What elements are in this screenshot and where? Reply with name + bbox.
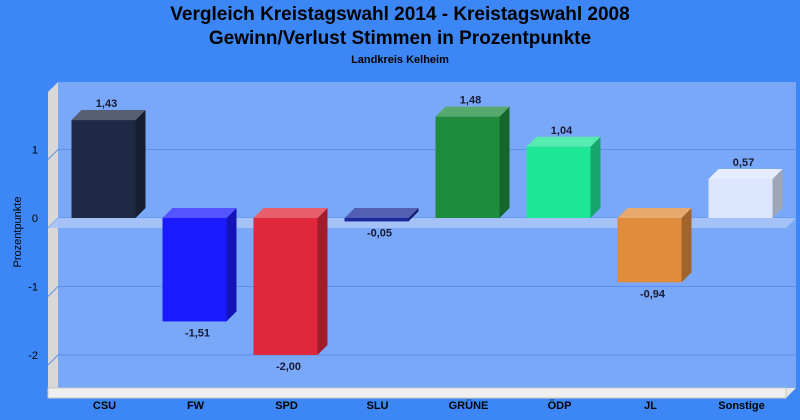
bar-top: [71, 110, 146, 121]
data-label: -2,00: [276, 361, 301, 373]
data-label: -1,51: [185, 327, 210, 339]
bar: [708, 178, 773, 218]
bar: [617, 218, 682, 283]
y-tick-label: -2: [28, 350, 38, 362]
bar-side: [772, 168, 783, 218]
bar-top: [253, 208, 328, 218]
data-label: -0,05: [367, 227, 392, 239]
y-tick-label: 1: [32, 145, 38, 157]
bar: [435, 116, 500, 218]
gridline-side: [47, 149, 59, 160]
plot-left-wall: [48, 82, 58, 398]
bar-top: [162, 208, 237, 218]
bar: [253, 218, 318, 355]
x-tick-label: CSU: [93, 400, 116, 412]
chart-subtitle: Gewinn/Verlust Stimmen in Prozentpunkte: [208, 28, 592, 49]
x-tick-label: ÖDP: [548, 399, 572, 412]
bar-top: [435, 106, 510, 117]
gridline-side: [47, 354, 59, 366]
data-label: -0,94: [640, 288, 666, 300]
bar: [71, 120, 136, 218]
x-tick-label: JL: [644, 400, 657, 412]
chart-title: Vergleich Kreistagswahl 2014 - Kreistags…: [170, 4, 630, 25]
y-tick-label: 0: [32, 213, 38, 225]
bar: [162, 218, 227, 322]
bar: [344, 218, 409, 222]
data-label: 1,04: [551, 125, 573, 137]
bar: [526, 146, 591, 218]
y-tick-label: -1: [28, 282, 38, 294]
bar-top: [617, 208, 692, 218]
bar-side: [408, 208, 419, 222]
bar-side: [499, 106, 510, 218]
plot-floor-front: [47, 387, 787, 399]
bar-side: [317, 208, 328, 355]
x-tick-label: FW: [187, 400, 205, 412]
bar-side: [226, 208, 237, 322]
x-tick-label: SLU: [367, 400, 389, 412]
x-tick-label: SPD: [275, 400, 298, 412]
bar-top: [344, 208, 419, 218]
data-label: 1,43: [96, 98, 117, 110]
data-label: 0,57: [733, 157, 754, 169]
x-tick-label: GRÜNE: [449, 399, 489, 412]
data-label: 1,48: [460, 95, 481, 107]
bar-side: [135, 110, 146, 218]
bar-side: [681, 208, 692, 283]
bar-top: [526, 136, 601, 147]
x-tick-label: Sonstige: [718, 400, 764, 412]
bar-side: [590, 136, 601, 218]
chart-region-label: Landkreis Kelheim: [351, 54, 449, 66]
gridline-side: [47, 286, 59, 297]
bar-top: [708, 168, 783, 179]
